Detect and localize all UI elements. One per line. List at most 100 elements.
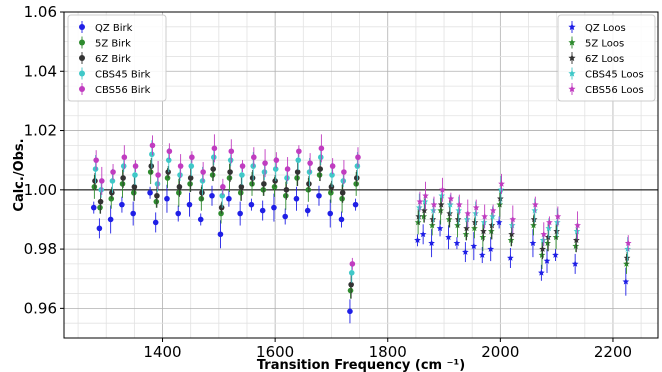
- data-point: [478, 251, 486, 258]
- data-point: [421, 198, 429, 205]
- data-point: [155, 172, 161, 178]
- data-point: [422, 192, 429, 199]
- data-point: [489, 212, 496, 220]
- plot-frame: [63, 11, 659, 339]
- data-point: [226, 175, 233, 181]
- data-point: [166, 148, 173, 155]
- data-point: [93, 157, 99, 163]
- data-point: [211, 145, 218, 152]
- data-point: [108, 195, 115, 202]
- data-point: [154, 192, 160, 199]
- data-point: [508, 221, 516, 229]
- data-point: [497, 186, 505, 193]
- legend-marker: [568, 23, 576, 31]
- data-point: [273, 157, 280, 163]
- data-point: [415, 212, 423, 220]
- data-point: [186, 201, 193, 208]
- data-point: [226, 195, 232, 202]
- data-point: [239, 163, 246, 169]
- data-point: [328, 189, 334, 196]
- data-point: [353, 175, 360, 181]
- data-point: [430, 201, 438, 208]
- data-point: [152, 219, 159, 226]
- data-point: [109, 189, 115, 196]
- legend-marker: [568, 69, 576, 77]
- data-point: [624, 239, 632, 246]
- data-point: [414, 218, 422, 226]
- x-tick-label: 1800: [369, 343, 407, 361]
- data-point: [454, 221, 461, 229]
- data-point: [153, 198, 160, 205]
- legend-label: 5Z Birk: [95, 39, 131, 50]
- data-point: [199, 189, 205, 196]
- data-point: [545, 224, 553, 232]
- data-point: [131, 184, 138, 190]
- legend-box: [67, 14, 167, 102]
- data-point: [471, 218, 479, 226]
- data-point: [438, 192, 446, 199]
- data-point: [294, 175, 300, 181]
- data-point: [284, 175, 290, 181]
- data-point: [538, 251, 546, 258]
- data-point: [120, 163, 127, 169]
- data-point: [317, 166, 323, 172]
- data-point: [546, 218, 553, 226]
- data-point: [175, 210, 182, 217]
- data-point: [164, 175, 171, 181]
- data-point: [487, 227, 495, 235]
- legend-label: 6Z Birk: [95, 54, 131, 65]
- data-point: [228, 148, 235, 155]
- data-point: [419, 230, 427, 238]
- data-point: [305, 187, 312, 193]
- y-tick-label: 1.06: [24, 3, 57, 21]
- data-point: [554, 212, 562, 220]
- data-point: [200, 169, 206, 175]
- data-point: [416, 198, 424, 205]
- data-point: [250, 163, 257, 169]
- data-point: [553, 227, 560, 235]
- data-point: [415, 204, 423, 211]
- data-point: [352, 201, 359, 208]
- data-point: [96, 225, 103, 232]
- data-point: [283, 187, 290, 193]
- data-point: [261, 169, 268, 175]
- data-point: [622, 278, 630, 285]
- data-point: [428, 239, 435, 246]
- data-point: [130, 210, 136, 217]
- data-point: [462, 230, 470, 238]
- data-point: [353, 181, 359, 187]
- data-point: [540, 230, 548, 238]
- x-tick-label: 2000: [481, 343, 519, 361]
- data-point: [430, 207, 437, 214]
- legend-label: 5Z Loos: [585, 39, 624, 50]
- data-point: [445, 233, 452, 241]
- data-point: [488, 221, 496, 229]
- data-point: [446, 210, 454, 217]
- legend-label: CBS45 Loos: [585, 70, 644, 81]
- x-axis-title: Transition Frequency (cm ⁻¹): [257, 358, 465, 372]
- data-point: [508, 230, 515, 238]
- data-point: [209, 192, 215, 199]
- data-point: [316, 192, 322, 199]
- data-point: [327, 210, 334, 217]
- x-tick-label: 2200: [594, 343, 632, 361]
- data-point: [539, 236, 547, 244]
- legend-marker: [79, 24, 85, 30]
- data-point: [530, 221, 537, 229]
- data-point: [293, 195, 300, 202]
- data-point: [347, 287, 354, 294]
- data-point: [272, 178, 278, 184]
- data-point: [507, 254, 514, 261]
- legend-label: 6Z Loos: [585, 54, 624, 65]
- data-point: [282, 192, 289, 199]
- data-point: [148, 163, 155, 169]
- data-point: [109, 178, 116, 184]
- data-point: [91, 184, 98, 190]
- data-point: [307, 160, 313, 166]
- data-point: [497, 195, 504, 202]
- data-point: [219, 192, 226, 199]
- data-point: [348, 270, 355, 276]
- series-6z-loos: [415, 190, 631, 264]
- data-point: [463, 224, 470, 232]
